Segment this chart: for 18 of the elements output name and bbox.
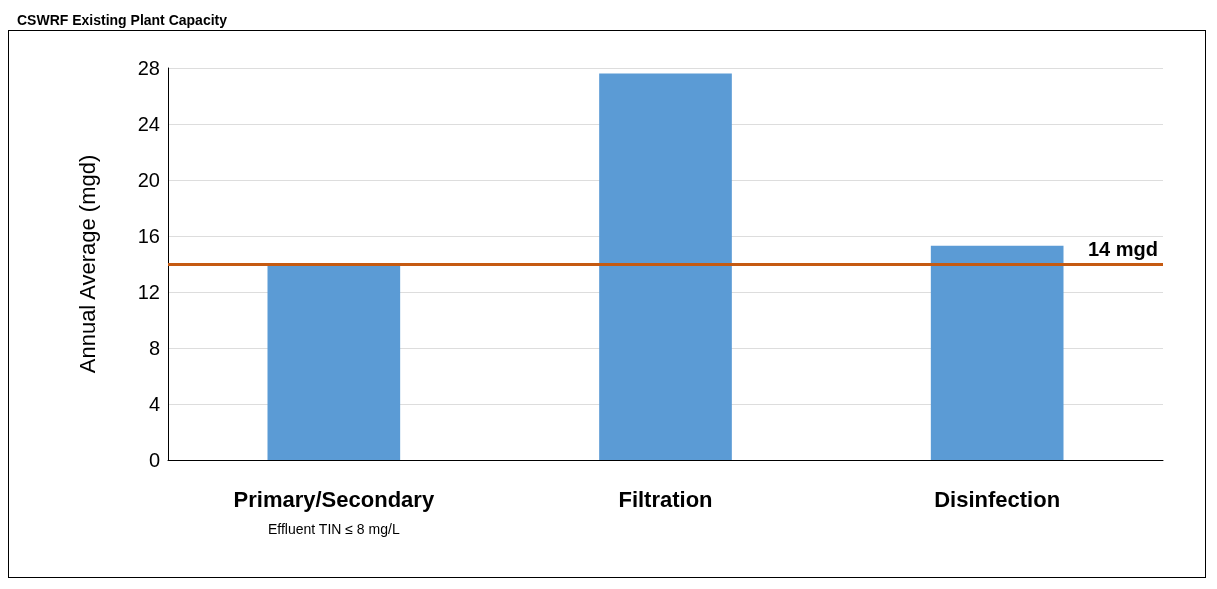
x-tick-label: Disinfection (934, 486, 1061, 512)
y-axis-title: Annual Average (mgd) (74, 154, 100, 374)
y-tick-label: 24 (137, 113, 160, 135)
y-tick-label: 28 (137, 57, 160, 79)
y-tick-label: 20 (137, 169, 160, 191)
x-tick-label: Primary/Secondary (233, 486, 435, 512)
y-tick-label: 0 (148, 449, 160, 471)
ref-line-label: 14 mgd (1087, 238, 1158, 260)
chart-title: CSWRF Existing Plant Capacity (17, 12, 228, 28)
text: Effluent TIN ≤ 8 mg/L (267, 521, 400, 537)
bar (599, 73, 732, 460)
y-tick-label: 12 (137, 281, 160, 303)
bar (267, 264, 401, 460)
y-tick-label: 16 (137, 225, 160, 247)
y-tick-label: 4 (148, 393, 160, 415)
x-tick-label: Filtration (618, 486, 713, 512)
bar (930, 245, 1064, 460)
y-tick-label: 8 (148, 337, 160, 359)
